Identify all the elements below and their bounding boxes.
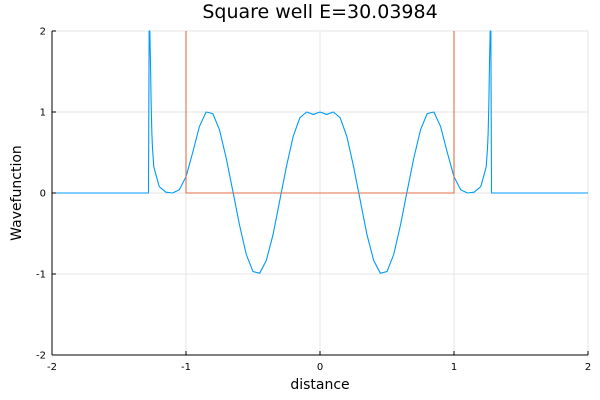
y-tick-label-3: 1: [40, 108, 46, 119]
chart-title: Square well E=30.03984: [202, 1, 437, 23]
x-axis-title: distance: [290, 377, 349, 393]
series-line-1: [185, 31, 455, 194]
series-line-0: [52, 30, 588, 274]
y-axis-title: Wavefunction: [9, 145, 25, 241]
y-tick-label-0: -2: [36, 351, 46, 362]
x-tick-label-3: 1: [451, 362, 457, 373]
x-tick-label-2: 0: [317, 362, 323, 373]
y-tick-label-2: 0: [40, 189, 46, 200]
x-tick-label-4: 2: [585, 362, 591, 373]
axes: [51, 30, 589, 356]
y-tick-label-1: -1: [36, 270, 46, 281]
x-tick-label-1: -1: [181, 362, 191, 373]
tick-labels: -2 -1 0 1 2 -2 -1 0 1 2: [36, 27, 591, 374]
x-tick-label-0: -2: [47, 362, 57, 373]
y-tick-label-4: 2: [40, 27, 46, 38]
series-layer: [52, 30, 588, 274]
